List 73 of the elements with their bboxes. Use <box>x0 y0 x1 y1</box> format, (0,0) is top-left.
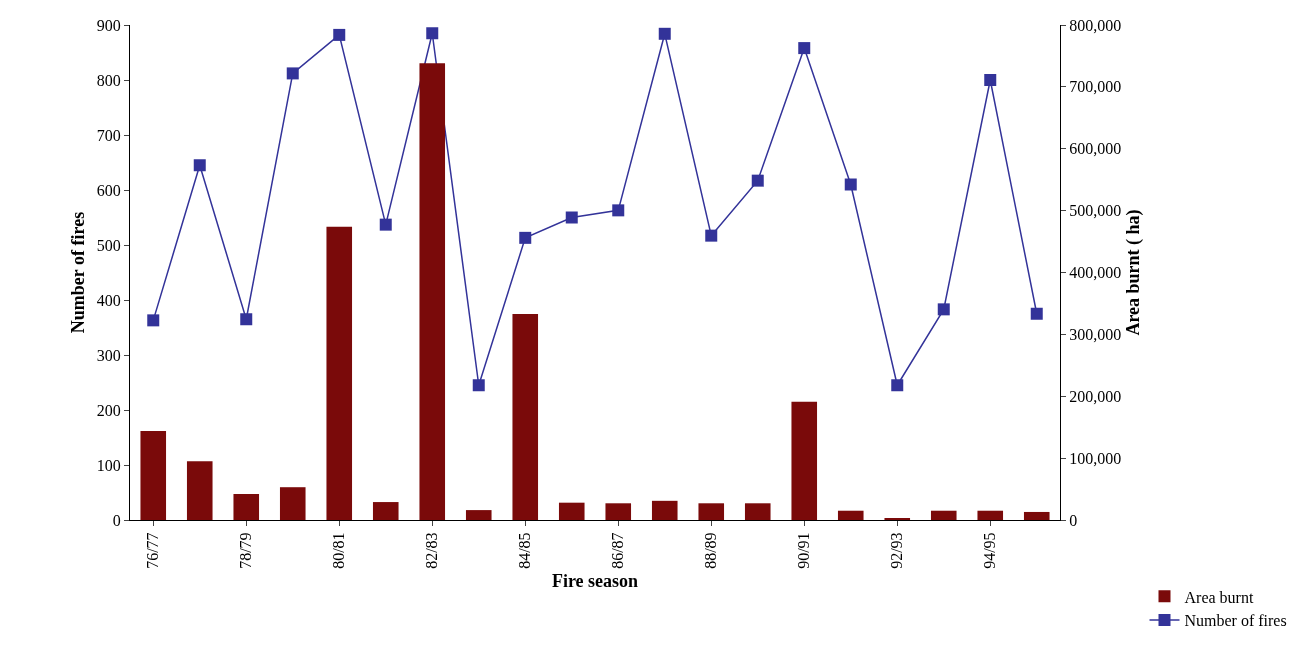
bar <box>698 503 725 520</box>
y-tick-label: 500 <box>96 236 121 254</box>
point <box>751 174 764 187</box>
y2-tick-label: 0 <box>1069 511 1078 529</box>
y-tick-label: 800 <box>96 71 121 89</box>
bar <box>326 226 353 520</box>
y-tick-label: 0 <box>112 511 121 529</box>
bar <box>791 401 818 520</box>
point <box>240 313 253 326</box>
x-tick-label: 90/91 <box>795 532 813 569</box>
bar <box>651 500 678 520</box>
bar <box>512 313 539 520</box>
x-tick-label: 78/79 <box>237 532 255 569</box>
bar <box>186 461 213 520</box>
y-axis-title: Number of fires <box>68 211 88 334</box>
bar <box>140 430 167 520</box>
point <box>658 27 671 40</box>
y2-tick-label: 700,000 <box>1069 78 1122 96</box>
bar <box>1023 511 1050 520</box>
x-tick-label: 92/93 <box>888 532 906 569</box>
y-tick-label: 300 <box>96 346 121 364</box>
bar <box>279 487 306 520</box>
x-axis-title: Fire season <box>551 570 639 591</box>
y2-tick-label: 800,000 <box>1069 16 1122 34</box>
point <box>379 218 392 231</box>
point <box>844 178 857 191</box>
y2-axis-title: Area burnt ( ha) <box>1123 209 1145 336</box>
point <box>984 74 997 86</box>
y2-tick-label: 200,000 <box>1069 387 1122 405</box>
point <box>937 303 950 316</box>
y2-tick-label: 600,000 <box>1069 140 1122 158</box>
y2-tick-label: 500,000 <box>1069 202 1122 220</box>
legend-label: Number of fires <box>1184 612 1287 630</box>
point <box>705 229 718 242</box>
bar <box>233 494 260 520</box>
x-tick-label: 80/81 <box>330 532 348 569</box>
point <box>891 379 904 392</box>
y-tick-label: 400 <box>96 291 121 309</box>
point <box>798 42 811 55</box>
point <box>333 28 346 41</box>
point <box>565 211 578 224</box>
y2-tick-label: 100,000 <box>1069 449 1122 467</box>
bar <box>837 510 864 520</box>
bar <box>930 510 957 520</box>
bar <box>744 503 771 520</box>
legend-label: Area burnt <box>1184 588 1254 606</box>
x-tick-label: 76/77 <box>144 532 162 569</box>
point <box>147 314 160 327</box>
y-tick-label: 600 <box>96 181 121 199</box>
point <box>426 27 439 40</box>
y-tick-label: 900 <box>96 16 121 34</box>
point <box>286 67 299 80</box>
bar <box>605 503 632 520</box>
bar <box>465 510 492 520</box>
bar <box>419 63 446 520</box>
point <box>519 231 532 244</box>
bar <box>977 510 1004 520</box>
x-tick-label: 94/95 <box>981 532 999 569</box>
point <box>472 379 485 392</box>
y-tick-label: 200 <box>96 401 121 419</box>
x-tick-label: 84/85 <box>516 532 534 569</box>
y-tick-label: 700 <box>96 126 121 144</box>
bar <box>372 502 399 520</box>
y-tick-label: 100 <box>96 456 121 474</box>
point <box>612 204 625 217</box>
point <box>193 159 206 172</box>
bar <box>558 502 585 520</box>
y2-tick-label: 400,000 <box>1069 264 1122 282</box>
point <box>1030 307 1043 320</box>
x-tick-label: 82/83 <box>423 532 441 569</box>
x-tick-label: 88/89 <box>702 532 720 569</box>
x-tick-label: 86/87 <box>609 532 627 569</box>
y2-tick-label: 300,000 <box>1069 325 1122 343</box>
